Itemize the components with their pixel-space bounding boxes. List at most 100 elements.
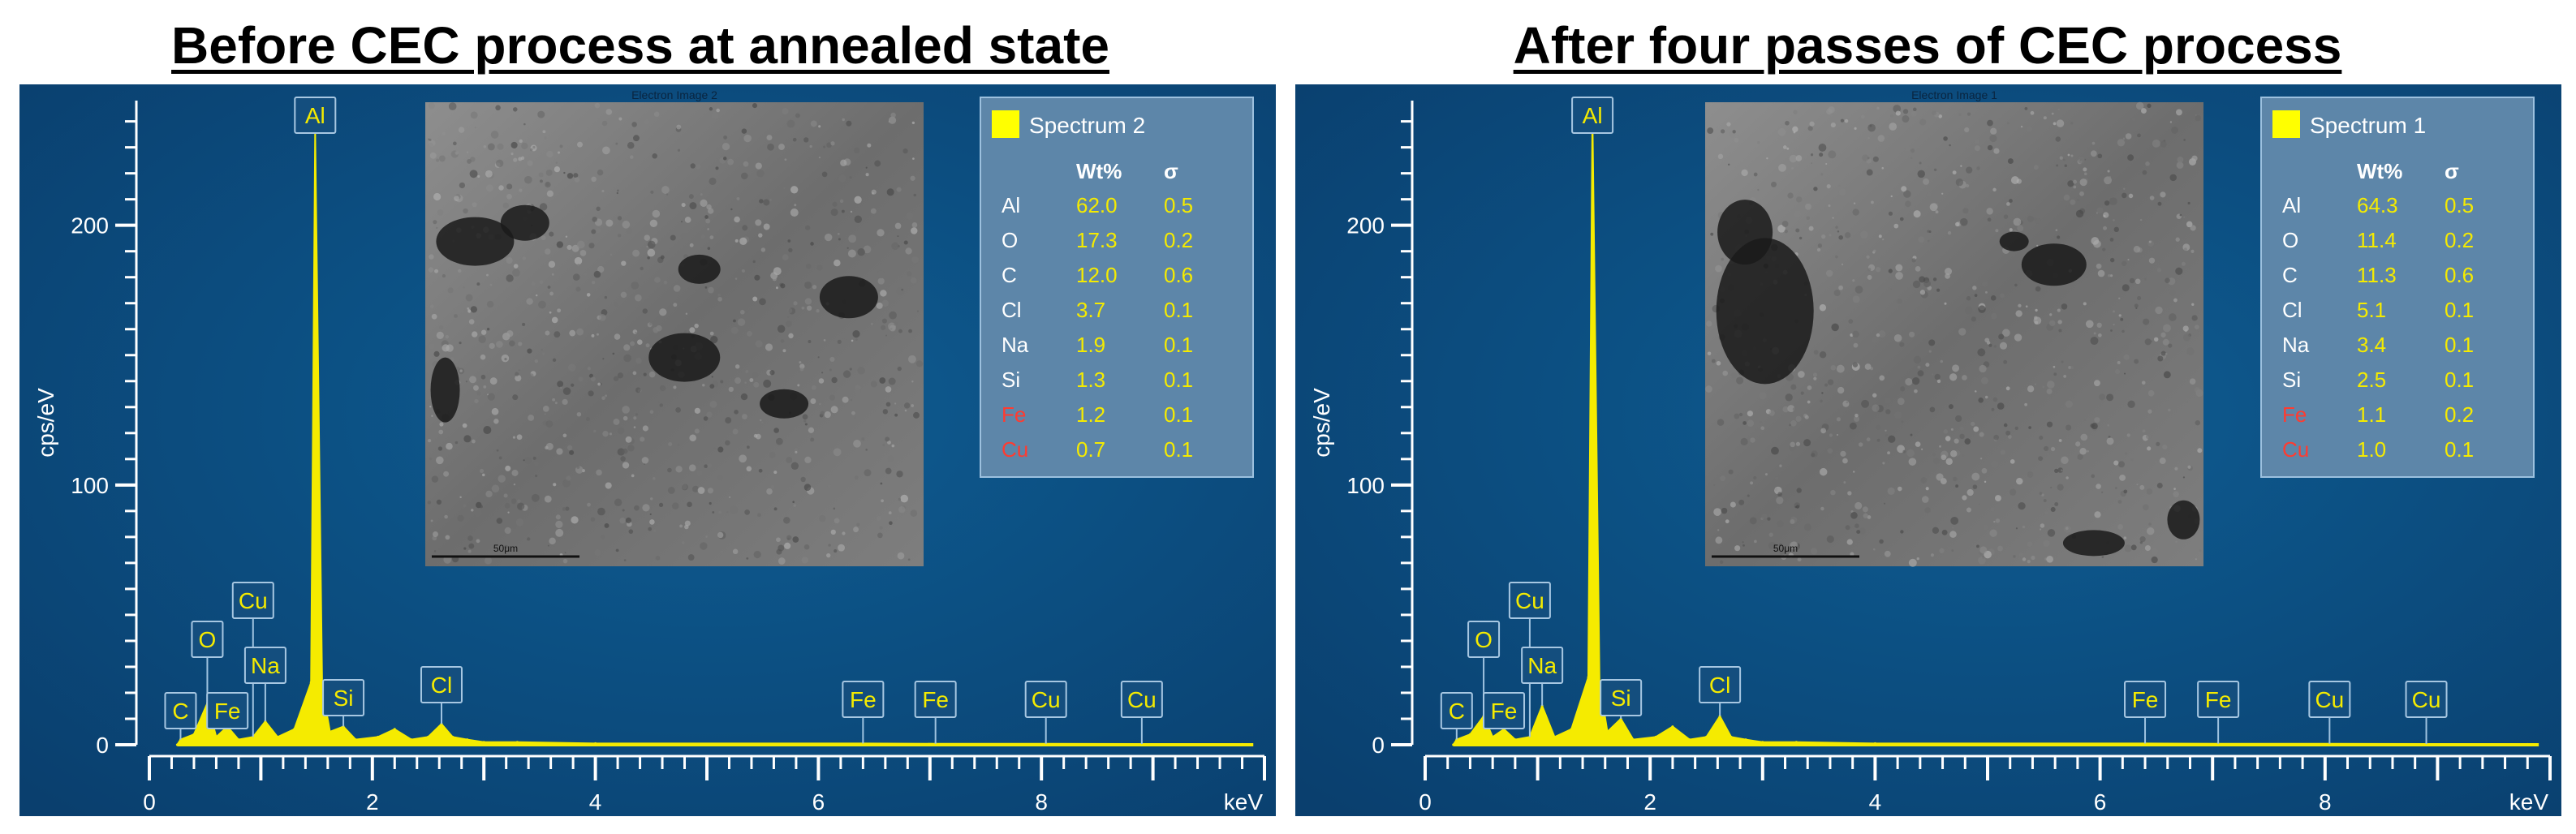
spectrum-point	[329, 730, 332, 733]
spectrum-point	[482, 741, 485, 744]
spectrum-point	[1553, 735, 1556, 738]
x-tick-label: 6	[812, 789, 825, 815]
peak-label-text: Fe	[2132, 687, 2159, 712]
table-header: Wt%	[2357, 159, 2402, 183]
surface-pore	[2021, 243, 2087, 286]
peak-label-text: Cu	[2315, 687, 2344, 712]
x-tick-label: 6	[2094, 789, 2107, 815]
spectrum-point	[192, 733, 196, 736]
surface-pore	[500, 204, 549, 241]
table-wt: 62.0	[1076, 193, 1118, 217]
spectrum-point	[1570, 728, 1573, 731]
spectrum-point	[1514, 738, 1517, 742]
table-element: Cu	[1002, 437, 1028, 462]
spectrum-point	[1744, 738, 1747, 742]
spectrum-point	[594, 742, 597, 745]
peak-label-cu: Cu	[2308, 681, 2351, 744]
peak-label-text: Fe	[2205, 687, 2232, 712]
surface-pore	[436, 217, 515, 266]
peak-label-text: Cu	[239, 588, 268, 613]
table-wt: 1.0	[2357, 437, 2386, 462]
table-sigma: 0.1	[2445, 333, 2474, 357]
spectrum-table-bg	[980, 97, 1254, 478]
y-tick-label: 200	[71, 213, 109, 239]
table-element: Fe	[1002, 402, 1026, 427]
x-tick-label: 4	[1869, 789, 1882, 815]
spectrum-point	[1761, 741, 1764, 744]
spectrum-point	[1631, 738, 1635, 742]
peak-label-box	[1120, 681, 1163, 718]
table-element: O	[1002, 228, 1018, 252]
electron-image-inset: Electron Image 2 50μm	[425, 88, 924, 566]
table-wt: 1.2	[1076, 402, 1105, 427]
peak-label-c: C	[1440, 692, 1473, 740]
x-axis-label: keV	[1224, 789, 1264, 815]
left-chart-title: Before CEC process at annealed state	[171, 16, 1109, 75]
table-sigma: 0.5	[2445, 193, 2474, 217]
spectrum-point	[1468, 733, 1471, 736]
peak-label-box	[1600, 679, 1643, 716]
x-axis-label: keV	[2509, 789, 2549, 815]
peak-label-text: Si	[1611, 686, 1631, 711]
x-tick-label: 8	[1035, 789, 1048, 815]
peak-label-box	[1508, 582, 1551, 619]
spectrum-point	[276, 735, 279, 738]
table-element: C	[1002, 263, 1017, 287]
table-wt: 0.7	[1076, 437, 1105, 462]
y-axis-label: cps/eV	[1309, 388, 1334, 458]
spectrum-point	[1491, 735, 1494, 738]
table-sigma: 0.2	[2445, 402, 2474, 427]
table-element: Cl	[2282, 298, 2302, 322]
spectrum-point	[2526, 742, 2529, 746]
spectrum-swatch	[2272, 110, 2300, 138]
table-element: Al	[2282, 193, 2301, 217]
table-element: Si	[2282, 368, 2301, 392]
spectrum-point	[175, 743, 179, 746]
peak-label-na: Na	[243, 647, 286, 722]
spectrum-series	[176, 131, 1243, 746]
table-element: Na	[1002, 333, 1029, 357]
x-tick-label: 4	[589, 789, 602, 815]
table-sigma: 0.6	[1164, 263, 1193, 287]
spectrum-swatch	[992, 110, 1019, 138]
table-wt: 3.4	[2357, 333, 2386, 357]
spectrum-point	[1606, 730, 1609, 733]
spectrum-point	[427, 735, 429, 738]
x-tick-label: 2	[1643, 789, 1656, 815]
right-chart-title: After four passes of CEC process	[1513, 16, 2342, 75]
eds-spectrum-panel-after: 0 100 200 cps/eV 0 2 4 6 8 keV C O Fe Cu Na Al Si Cl Fe Fe C…	[1295, 84, 2561, 816]
spectrum-table-bg	[2260, 97, 2535, 478]
scale-bar-label: 50μm	[1773, 543, 1798, 554]
table-sigma: 0.6	[2445, 263, 2474, 287]
spectrum-point	[293, 728, 296, 731]
peak-label-c: C	[164, 692, 197, 740]
peak-label-text: O	[1475, 627, 1493, 652]
table-sigma: 0.1	[1164, 368, 1193, 392]
surface-pore	[648, 333, 721, 382]
table-wt: 2.5	[2357, 368, 2386, 392]
spectrum-point	[1671, 725, 1674, 729]
peak-label-text: Cl	[1709, 673, 1730, 698]
peak-label-box	[2124, 681, 2167, 718]
peak-label-fe: Fe	[2197, 681, 2240, 744]
peak-label-al: Al	[1571, 97, 1614, 134]
table-element: O	[2282, 228, 2298, 252]
spectrum-point	[1873, 742, 1876, 745]
table-element: Cu	[2282, 437, 2309, 462]
surface-pore	[1999, 231, 2029, 251]
peak-label-box	[164, 692, 197, 729]
peak-label-text: Na	[1527, 653, 1557, 678]
y-tick-label: 0	[96, 733, 109, 758]
peak-label-text: Fe	[1491, 699, 1518, 724]
peak-label-box	[420, 666, 463, 703]
table-sigma: 0.1	[2445, 368, 2474, 392]
peak-label-box	[1521, 647, 1564, 684]
table-sigma: 0.1	[2445, 437, 2474, 462]
table-sigma: 0.2	[2445, 228, 2474, 252]
table-header: σ	[2445, 159, 2459, 183]
spectrum-name: Spectrum 1	[2310, 113, 2426, 138]
peak-label-text: Si	[334, 686, 354, 711]
peak-label-text: O	[199, 627, 217, 652]
peak-label-text: C	[1449, 699, 1465, 724]
peak-label-box	[2308, 681, 2351, 718]
